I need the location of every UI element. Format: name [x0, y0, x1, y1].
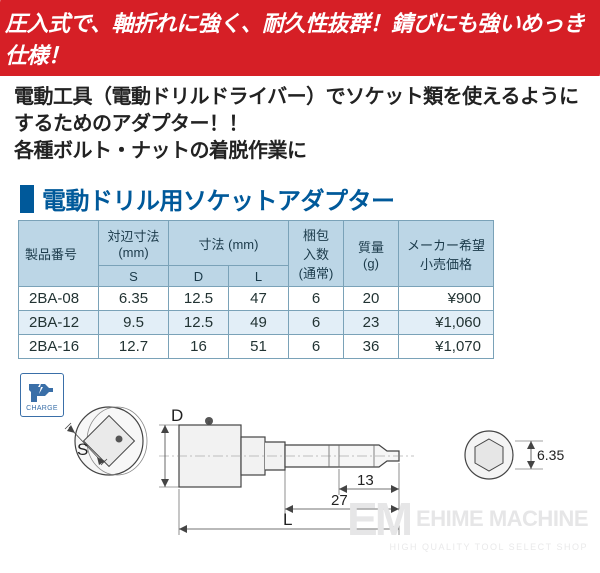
table-cell: 2BA-08 [19, 287, 99, 311]
table-cell: 36 [344, 335, 399, 359]
table-cell: 6 [289, 335, 344, 359]
dim-s-label: S [77, 440, 88, 459]
th-pack-qty: 梱包 入数 (通常) [289, 221, 344, 287]
table-cell: 16 [169, 335, 229, 359]
spec-table-body: 2BA-086.3512.547620¥9002BA-129.512.54962… [19, 287, 494, 359]
table-cell: 20 [344, 287, 399, 311]
section-title: 電動ドリル用ソケットアダプター [20, 181, 600, 216]
table-cell: 9.5 [99, 311, 169, 335]
table-cell: 2BA-16 [19, 335, 99, 359]
th-dimensions: 寸法 (mm) [169, 221, 289, 266]
title-accent-bar [20, 185, 34, 213]
table-cell: 12.5 [169, 311, 229, 335]
dim-l-label: L [283, 510, 292, 529]
promo-banner: 圧入式で、軸折れに強く、耐久性抜群！錆びにも強いめっき仕様！ [0, 0, 600, 76]
th-l: L [229, 266, 289, 287]
dim-13-label: 13 [357, 472, 374, 489]
th-price: メーカー希望 小売価格 [399, 221, 494, 287]
table-cell: ¥1,060 [399, 311, 494, 335]
watermark-name: EHIME MACHINE [416, 506, 588, 532]
table-cell: 2BA-12 [19, 311, 99, 335]
table-cell: ¥1,070 [399, 335, 494, 359]
table-cell: 6 [289, 287, 344, 311]
dim-635-label: 6.35 [537, 447, 564, 463]
table-cell: ¥900 [399, 287, 494, 311]
th-d: D [169, 266, 229, 287]
watermark-logo: EM [347, 499, 410, 540]
table-row: 2BA-1612.71651636¥1,070 [19, 335, 494, 359]
dim-27-label: 27 [331, 492, 348, 509]
th-mass: 質量 (g) [344, 221, 399, 287]
table-cell: 49 [229, 311, 289, 335]
table-cell: 12.7 [99, 335, 169, 359]
table-cell: 47 [229, 287, 289, 311]
table-row: 2BA-129.512.549623¥1,060 [19, 311, 494, 335]
th-across-flats: 対辺寸法 (mm) [99, 221, 169, 266]
promo-banner-text: 圧入式で、軸折れに強く、耐久性抜群！錆びにも強いめっき仕様！ [5, 6, 595, 70]
table-cell: 51 [229, 335, 289, 359]
table-cell: 12.5 [169, 287, 229, 311]
table-row: 2BA-086.3512.547620¥900 [19, 287, 494, 311]
table-cell: 6 [289, 311, 344, 335]
table-cell: 6.35 [99, 287, 169, 311]
dim-d-label: D [171, 406, 183, 425]
watermark: EM EHIME MACHINE HIGH QUALITY TOOL SELEC… [347, 499, 588, 552]
table-cell: 23 [344, 311, 399, 335]
th-product-number: 製品番号 [19, 221, 99, 287]
title-text: 電動ドリル用ソケットアダプター [42, 181, 395, 216]
spec-table: 製品番号 対辺寸法 (mm) 寸法 (mm) 梱包 入数 (通常) 質量 (g)… [18, 220, 494, 359]
subheading: 電動工具（電動ドリルドライバー）でソケット類を使えるようにするためのアダプター！… [0, 76, 600, 175]
th-s: S [99, 266, 169, 287]
